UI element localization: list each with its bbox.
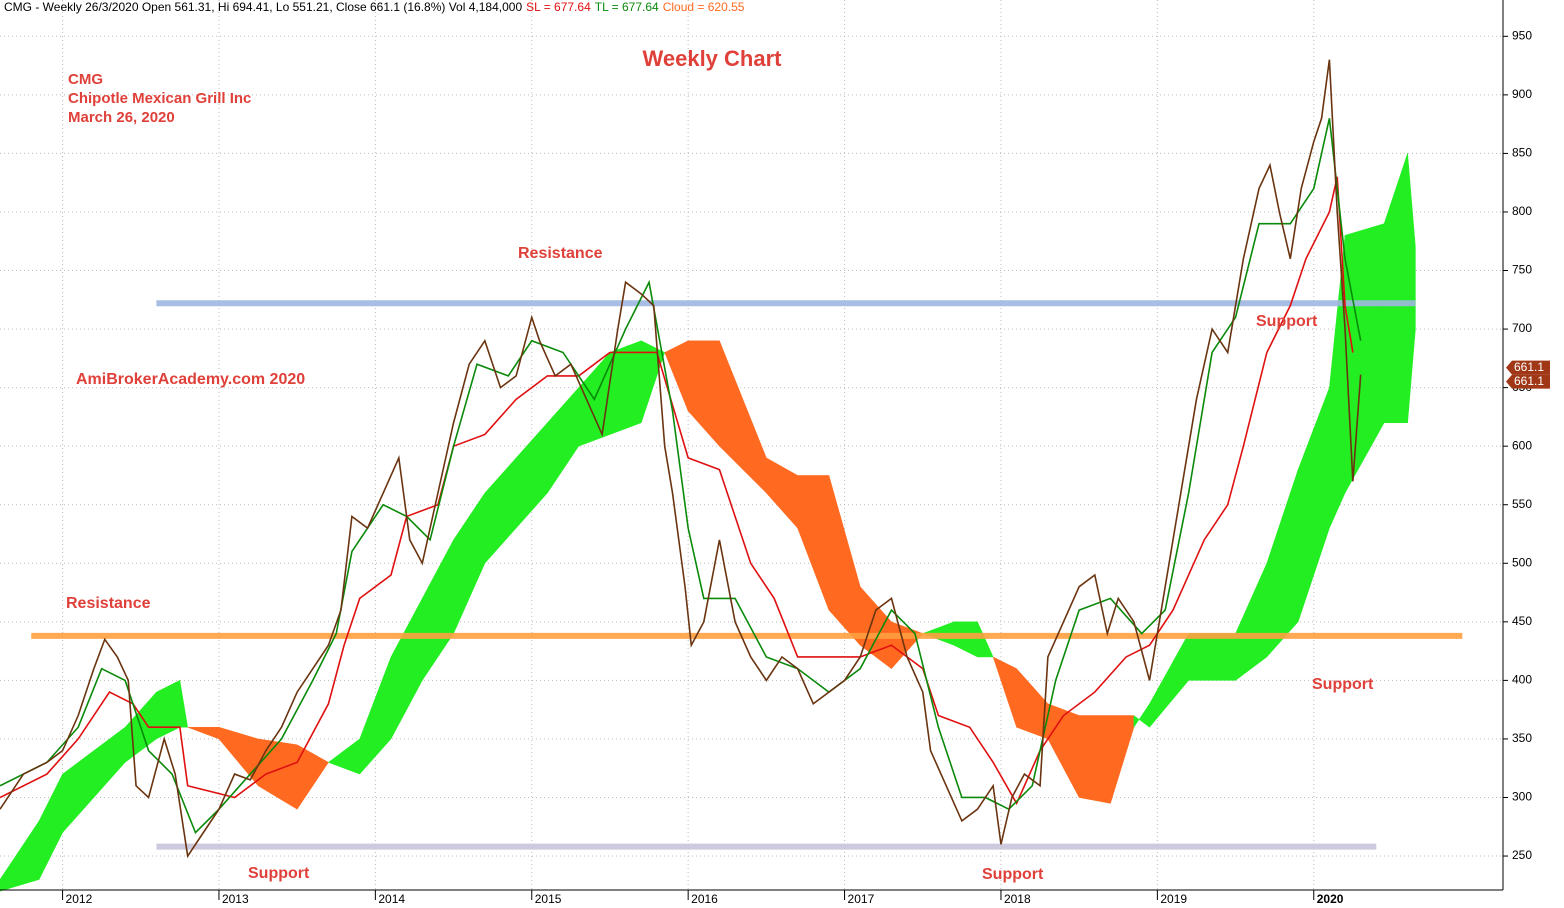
annotation: Resistance xyxy=(66,595,151,612)
y-tick-label: 250 xyxy=(1512,848,1532,862)
x-tick-label: 2016 xyxy=(691,892,718,906)
annotation: Support xyxy=(1312,676,1374,693)
last-value-label: 661.1 xyxy=(1514,374,1544,388)
y-tick-label: 750 xyxy=(1512,263,1532,277)
y-tick-label: 700 xyxy=(1512,321,1532,335)
annotation: AmiBrokerAcademy.com 2020 xyxy=(76,371,305,388)
x-tick-label: 2017 xyxy=(848,892,875,906)
cloud-segment xyxy=(179,680,188,728)
x-tick-label: 2020 xyxy=(1317,892,1344,906)
annotation: March 26, 2020 xyxy=(68,109,175,126)
cloud-segment xyxy=(1407,153,1416,423)
series-line xyxy=(0,118,1362,835)
last-value-tag xyxy=(1506,360,1550,375)
series-line xyxy=(0,59,1362,859)
y-tick-label: 900 xyxy=(1512,87,1532,101)
chart-title: Weekly Chart xyxy=(643,46,783,71)
header: CMG - Weekly 26/3/2020 Open 561.31, Hi 6… xyxy=(4,0,745,14)
y-tick-label: 350 xyxy=(1512,731,1532,745)
cloud-segment xyxy=(977,621,994,658)
y-tick-label: 300 xyxy=(1512,790,1532,804)
header-sl: SL = 677.64 xyxy=(526,0,591,14)
x-tick-label: 2013 xyxy=(222,892,249,906)
series-line xyxy=(0,176,1354,806)
y-tick-label: 400 xyxy=(1512,673,1532,687)
x-tick-label: 2015 xyxy=(535,892,562,906)
x-tick-label: 2012 xyxy=(66,892,93,906)
y-tick-label: 550 xyxy=(1512,497,1532,511)
x-tick-label: 2014 xyxy=(378,892,405,906)
header-tl: TL = 677.64 xyxy=(595,0,659,14)
plot xyxy=(0,0,1503,892)
header-main: CMG - Weekly 26/3/2020 Open 561.31, Hi 6… xyxy=(4,0,522,14)
annotation: Resistance xyxy=(518,245,603,262)
annotation: CMG xyxy=(68,71,103,88)
y-tick-label: 950 xyxy=(1512,28,1532,42)
y-tick-label: 850 xyxy=(1512,146,1532,160)
annotation: Support xyxy=(982,866,1044,883)
annotation: Support xyxy=(1256,313,1318,330)
y-tick-label: 500 xyxy=(1512,555,1532,569)
annotation: Support xyxy=(248,865,310,882)
y-tick-label: 600 xyxy=(1512,438,1532,452)
cloud-segment xyxy=(1188,633,1236,681)
last-value-label: 661.1 xyxy=(1514,360,1544,374)
cloud-segment xyxy=(296,744,329,811)
last-value-tag xyxy=(1506,374,1550,389)
header-cloud: Cloud = 620.55 xyxy=(663,0,745,14)
annotation: Chipotle Mexican Grill Inc xyxy=(68,90,251,107)
cloud-segment xyxy=(1078,715,1111,804)
y-tick-label: 800 xyxy=(1512,204,1532,218)
x-tick-label: 2019 xyxy=(1160,892,1187,906)
x-tick-label: 2018 xyxy=(1004,892,1031,906)
y-tick-label: 450 xyxy=(1512,614,1532,628)
